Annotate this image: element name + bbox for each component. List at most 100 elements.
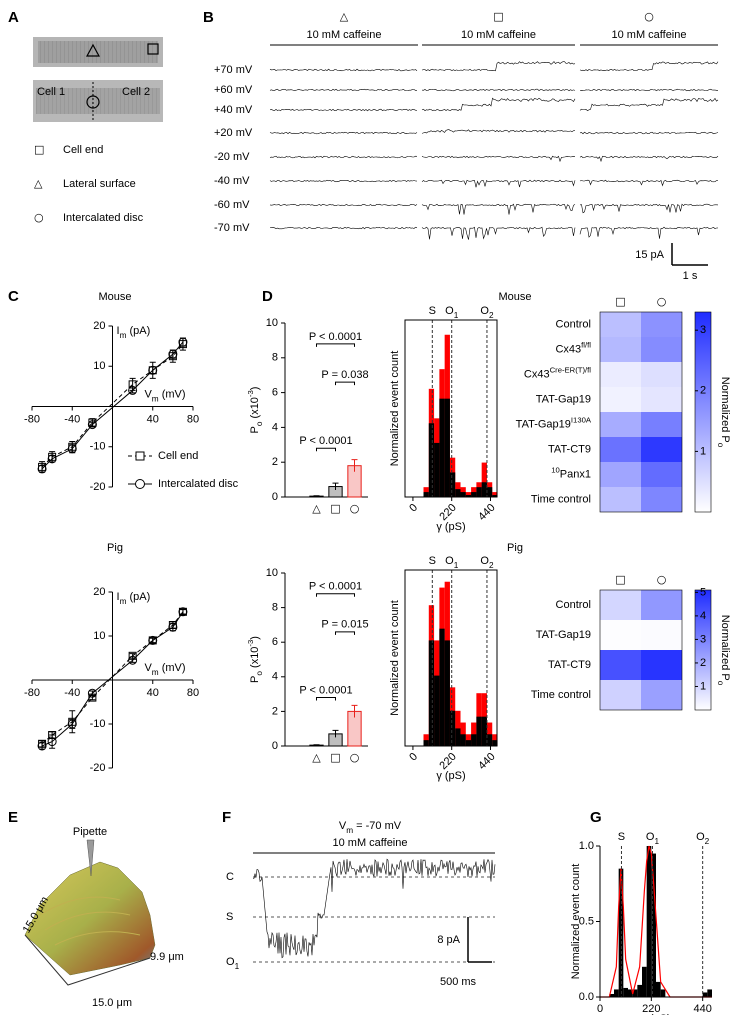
level-label: S (429, 305, 436, 317)
marker (37, 464, 47, 474)
x-axis-label-part: V (144, 662, 152, 674)
level-label-part: 2 (489, 561, 494, 570)
y-tick-label: 6 (272, 636, 278, 648)
level-label: O1 (445, 305, 459, 320)
marker (87, 688, 97, 698)
level-label-part: O (445, 555, 454, 567)
marker (148, 365, 158, 375)
error-bar (179, 608, 186, 615)
y-axis-label: Im (pA) (117, 325, 151, 340)
histogram-bar (492, 740, 498, 746)
y-tick-label: -20 (90, 481, 106, 493)
significance-bracket (316, 343, 355, 347)
p-value: P = 0.015 (321, 619, 368, 631)
histogram-bar (660, 989, 666, 997)
x-tick-label: 40 (147, 687, 159, 699)
error-bar (313, 495, 320, 497)
y-axis-label-part: o (255, 421, 264, 426)
marker (47, 454, 57, 464)
histogram-bar (702, 992, 708, 997)
x-tick-label: -40 (64, 687, 80, 699)
current-trace (252, 858, 496, 959)
condition-label: 10 mM caffeine (611, 29, 686, 41)
level-label: S (429, 555, 436, 567)
level-label-part: 1 (235, 962, 240, 971)
level-label: S (618, 831, 625, 843)
voltage-label-part: = -70 mV (353, 820, 402, 832)
y-tick-label: 1.0 (579, 840, 594, 852)
y-axis-label-part: m (120, 597, 127, 606)
afm-label: 9.9 μm (150, 951, 184, 963)
histogram-bar (486, 487, 493, 497)
y-tick-label: 8 (272, 352, 278, 364)
y-tick-label: 4 (272, 421, 278, 433)
heat-cell (641, 437, 682, 462)
x-axis-label-part: (mV) (159, 388, 186, 400)
heat-cell (641, 590, 682, 620)
level-label: O2 (696, 831, 710, 846)
condition-symbol: □ (493, 10, 503, 23)
condition-label: 10 mM caffeine (461, 29, 536, 41)
p-value: P < 0.0001 (299, 435, 352, 447)
row-label-part: I130A (571, 415, 592, 424)
histogram-bar (471, 492, 477, 497)
cell-label: Cell 2 (122, 86, 150, 98)
histogram-bar (460, 734, 466, 746)
y-axis-label: Im (pA) (117, 591, 151, 606)
histogram-bar (460, 487, 466, 497)
x-axis-label-part: V (144, 388, 152, 400)
current-trace (421, 129, 576, 134)
x-tick-label: 80 (187, 687, 199, 699)
histogram-bar (423, 740, 429, 746)
significance-bracket (316, 697, 336, 701)
species-title: Pig (507, 542, 523, 554)
chart-title: Pig (107, 542, 123, 554)
histogram-bar (434, 675, 440, 746)
voltage-label: -20 mV (214, 151, 250, 163)
y-tick-label: 20 (93, 586, 105, 598)
histogram-bar (492, 734, 498, 746)
current-trace (269, 88, 418, 91)
histogram-bar (428, 640, 435, 746)
x-axis-label: Vm (mV) (144, 388, 185, 403)
level-label-part: S (429, 555, 436, 567)
colorbar-tick-label: 4 (700, 610, 706, 622)
heat-cell (600, 620, 641, 650)
plot-frame (404, 319, 498, 498)
y-axis-label-part: I (117, 591, 120, 603)
panel-label: A (8, 9, 19, 26)
row-label: Control (556, 599, 591, 611)
current-trace (579, 131, 719, 135)
scale-label: 15 pA (635, 249, 664, 261)
current-trace (269, 226, 418, 230)
heatmap-frame (599, 589, 683, 711)
error-bar (351, 459, 358, 472)
current-trace (579, 88, 719, 92)
marker (148, 635, 158, 645)
y-axis-label-part: ) (249, 387, 261, 391)
colorbar-tick-label: 3 (700, 633, 706, 645)
histogram-bar (455, 489, 461, 497)
row-label-part: TAT-Gap19 (536, 629, 591, 641)
error-bar (89, 690, 96, 696)
histogram-bar (481, 462, 487, 497)
histogram-bar (460, 492, 466, 497)
afm-label: Pipette (73, 826, 107, 838)
x-tick-label: 440 (476, 751, 497, 772)
histogram-bar (471, 487, 477, 497)
row-label: TAT-CT9 (548, 443, 591, 455)
plot-frame (404, 569, 498, 747)
y-tick-label: 10 (93, 630, 105, 642)
heat-cell (600, 387, 641, 412)
histogram-bar (423, 734, 429, 746)
histogram-bar (707, 989, 712, 997)
x-tick-label: 0 (407, 502, 420, 515)
voltage-label: +60 mV (214, 84, 253, 96)
y-axis-label-part: (x10 (249, 397, 261, 421)
marker (87, 420, 97, 430)
histogram-bar (481, 482, 487, 497)
voltage-label: Vm = -70 mV (339, 820, 402, 835)
y-axis-label-part: P (249, 426, 261, 433)
row-label: TAT-Gap19I130A (516, 415, 592, 430)
